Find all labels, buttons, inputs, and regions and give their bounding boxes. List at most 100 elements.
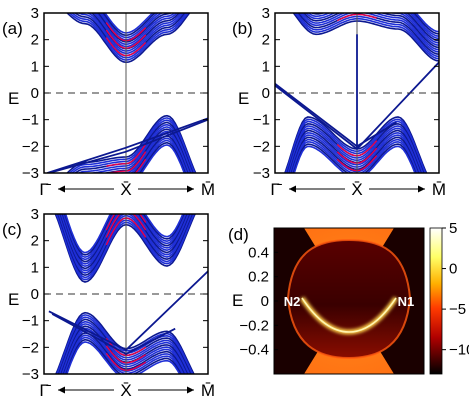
ytick-label: −0.4: [239, 342, 269, 359]
band-highlight-line: [337, 0, 376, 6]
panel-d-annotations: N2 N1: [284, 294, 414, 309]
axis-arrowhead: [418, 185, 425, 193]
node-label-n2: N2: [284, 294, 301, 309]
xtick-label: M̄: [432, 180, 446, 199]
panel-a-yticks: 3 2 1 0 −1 −2 −3: [22, 5, 208, 182]
ytick-label: −3: [22, 165, 39, 182]
valence-band-line: [129, 132, 190, 173]
band-highlight-line: [105, 214, 147, 238]
panel-d: (d) E 0.4 0.2 0 −0.2 −0.4 N2 N1 5 0 −5 −10: [228, 220, 469, 375]
axis-arrowhead: [187, 185, 194, 193]
panel-b-label: (b): [232, 19, 253, 38]
valence-band-line: [138, 141, 186, 173]
ytick-label: 2: [31, 233, 39, 250]
axis-arrowhead: [58, 185, 65, 193]
colorbar-tick-label: 0: [449, 261, 457, 278]
panel-b-plot: [275, 0, 439, 173]
colorbar-tick-label: −10: [449, 342, 469, 359]
panel-c: (c) E 3 2 1 0 −1 −2 −3 Γ̄ X̄ M̄: [2, 206, 215, 400]
heatmap-lens: [288, 240, 410, 358]
panel-b-ylabel: E: [238, 89, 249, 108]
panel-b: (b) E 3 2 1 0 −1 −2 −3 Γ̄ X̄ M̄: [232, 0, 446, 199]
valence-band-line: [66, 341, 181, 374]
colorbar-ticks: 5 0 −5 −10: [442, 220, 469, 359]
ytick-label: 0.4: [248, 244, 269, 261]
valence-band-line: [132, 135, 189, 173]
colorbar-gradient: [429, 227, 443, 375]
heatmap-fermi-arc: [301, 297, 397, 333]
valence-band-line: [137, 139, 187, 173]
ytick-label: 0: [31, 286, 39, 303]
axis-arrowhead: [289, 185, 296, 193]
conduction-band-line: [58, 214, 192, 272]
panel-d-ylabel: E: [232, 291, 243, 310]
xtick-label: Γ̄: [39, 180, 51, 199]
panel-a: (a) E 3 2 1 0 −1 −2 −3 Γ̄ X̄ M̄: [2, 5, 215, 199]
panel-b-yticks: 3 2 1 0 −1 −2 −3: [253, 5, 439, 182]
xtick-label: Γ̄: [39, 381, 51, 400]
ytick-label: 0.2: [248, 269, 269, 286]
ytick-label: 3: [262, 5, 270, 22]
ytick-label: 2: [262, 32, 270, 49]
panel-c-plot: [44, 214, 208, 374]
axis-arrowhead: [58, 386, 65, 394]
panel-c-ylabel: E: [8, 290, 19, 309]
node-label-n1: N1: [398, 294, 415, 309]
panel-d-label: (d): [228, 225, 249, 244]
ytick-label: 1: [262, 58, 270, 75]
conduction-band-line: [60, 214, 190, 268]
axis-arrowhead: [187, 386, 194, 394]
conduction-band-line: [63, 214, 186, 259]
surface-state-line: [51, 313, 176, 356]
conduction-band-line: [307, 13, 439, 44]
surface-state-line: [48, 118, 208, 173]
panel-d-yticks: 0.4 0.2 0 −0.2 −0.4: [239, 244, 278, 359]
conduction-band-line: [64, 214, 185, 256]
ytick-label: 0: [31, 85, 39, 102]
valence-band-line: [292, 140, 418, 173]
ytick-label: −2: [22, 138, 39, 155]
ytick-label: −2: [22, 339, 39, 356]
valence-band-line: [292, 143, 417, 173]
conduction-band-line: [299, 13, 439, 53]
conduction-band-line: [408, 13, 439, 40]
ytick-label: −1: [22, 313, 39, 330]
panel-a-label: (a): [2, 19, 23, 38]
valence-band-line: [140, 144, 186, 173]
ytick-label: 3: [31, 206, 39, 223]
xtick-label: M̄: [201, 381, 215, 400]
conduction-band-line: [302, 13, 439, 49]
band-highlight-line: [105, 214, 147, 231]
xtick-label: X̄: [120, 381, 131, 400]
conduction-band-line: [64, 214, 184, 254]
ytick-label: −3: [22, 366, 39, 383]
ytick-label: 1: [31, 259, 39, 276]
valence-band-line: [293, 145, 416, 173]
panel-a-ylabel: E: [8, 89, 19, 108]
xtick-label: M̄: [201, 180, 215, 199]
ytick-label: −3: [253, 165, 270, 182]
panel-a-plot: [44, 13, 208, 173]
panel-c-yticks: 3 2 1 0 −1 −2 −3: [22, 206, 208, 383]
ytick-label: 3: [31, 5, 39, 22]
xtick-label: Γ̄: [270, 180, 282, 199]
ytick-label: −2: [253, 138, 270, 155]
xtick-label: X̄: [120, 180, 131, 199]
heatmap-lens-rim: [286, 238, 412, 360]
colorbar: 5 0 −5 −10: [429, 220, 469, 375]
ytick-label: −1: [253, 112, 270, 129]
ytick-label: 1: [31, 58, 39, 75]
band-highlight-line: [134, 158, 147, 173]
panel-d-heatmap: [274, 228, 424, 374]
conduction-band-line: [59, 214, 191, 270]
ytick-label: 0: [262, 85, 270, 102]
colorbar-tick-label: 5: [449, 220, 457, 237]
conduction-band-line: [304, 13, 439, 46]
surface-state-line: [47, 117, 208, 173]
ytick-label: 2: [31, 32, 39, 49]
panel-a-xaxis: Γ̄ X̄ M̄: [39, 180, 215, 199]
conduction-band-line: [61, 214, 189, 265]
ytick-label: 0: [261, 293, 269, 310]
conduction-band-line: [61, 214, 188, 263]
